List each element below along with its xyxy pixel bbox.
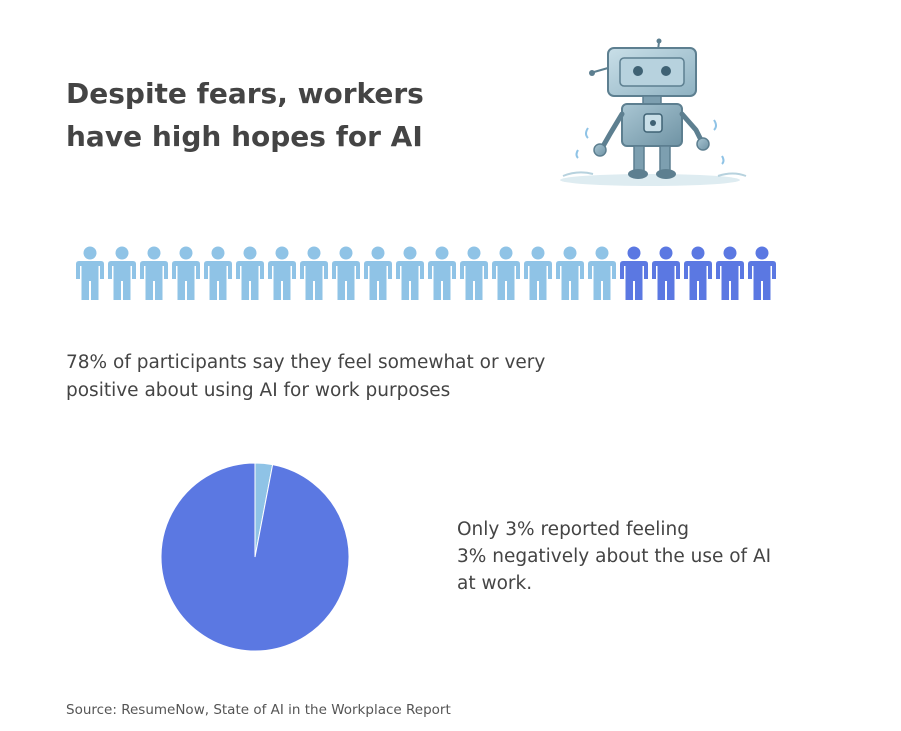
person-icon (524, 246, 552, 300)
person-icon-highlighted (748, 246, 776, 300)
person-icon (236, 246, 264, 300)
pie-caption: Only 3% reported feeling 3% negatively a… (457, 516, 817, 597)
pie-slice-other (160, 462, 350, 652)
pictogram-caption-line-2: positive about using AI for work purpose… (66, 380, 451, 401)
title-line-2: have high hopes for AI (66, 120, 423, 153)
person-icon (300, 246, 328, 300)
source-note: Source: ResumeNow, State of AI in the Wo… (66, 702, 451, 718)
pie-caption-line-2: 3% negatively about the use of AI (457, 546, 772, 567)
person-icon-highlighted (652, 246, 680, 300)
person-icon (204, 246, 232, 300)
pictogram-chart (76, 246, 776, 300)
person-icon (460, 246, 488, 300)
person-icon (428, 246, 456, 300)
pictogram-caption-line-1: 78% of participants say they feel somewh… (66, 352, 546, 373)
person-icon (396, 246, 424, 300)
person-icon-highlighted (684, 246, 712, 300)
person-icon (588, 246, 616, 300)
person-icon (140, 246, 168, 300)
person-icon (108, 246, 136, 300)
person-icon (492, 246, 520, 300)
pie-caption-line-1: Only 3% reported feeling (457, 519, 690, 540)
title-line-1: Despite fears, workers (66, 77, 424, 110)
pie-caption-line-3: at work. (457, 573, 533, 594)
person-icon (364, 246, 392, 300)
person-icon-highlighted (716, 246, 744, 300)
person-icon (268, 246, 296, 300)
person-icon (76, 246, 104, 300)
person-icon (332, 246, 360, 300)
chart-title: Despite fears, workers have high hopes f… (66, 72, 486, 158)
person-icon-highlighted (620, 246, 648, 300)
robot-illustration (560, 38, 747, 186)
person-icon (556, 246, 584, 300)
person-icon (172, 246, 200, 300)
pictogram-caption: 78% of participants say they feel somewh… (66, 349, 586, 405)
pie-chart (160, 462, 350, 652)
